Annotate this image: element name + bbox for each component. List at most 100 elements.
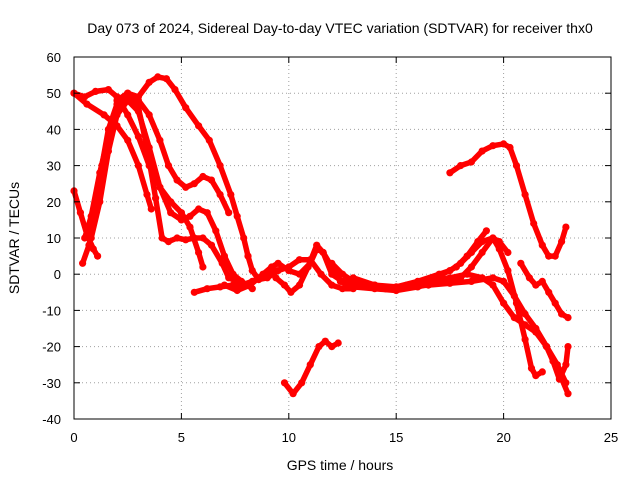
data-point — [227, 191, 235, 199]
data-point — [280, 379, 289, 387]
data-point — [500, 277, 508, 285]
data-point — [564, 343, 572, 351]
data-point — [76, 209, 84, 217]
data-point — [233, 286, 241, 295]
y-tick-label: 50 — [47, 86, 61, 101]
data-point — [124, 111, 132, 119]
data-point — [321, 337, 329, 345]
data-point — [104, 147, 112, 155]
data-point — [124, 136, 132, 144]
series-track-1 — [70, 89, 155, 213]
data-point — [177, 209, 185, 217]
data-point — [205, 136, 213, 144]
data-point — [538, 368, 546, 376]
data-point — [173, 176, 181, 184]
data-point — [306, 361, 314, 369]
data-point — [229, 270, 237, 278]
data-point — [134, 107, 142, 115]
data-point — [145, 78, 153, 86]
y-tick-label: 40 — [47, 122, 61, 137]
series-track-6 — [87, 96, 256, 293]
data-point — [446, 279, 454, 287]
data-point — [338, 277, 347, 285]
data-point — [244, 252, 252, 260]
data-point — [164, 162, 173, 170]
data-point — [545, 288, 553, 296]
data-point — [225, 209, 233, 217]
data-point — [268, 263, 276, 271]
data-point — [478, 274, 486, 282]
axis-ticks: 0 5 10 15 20 25 -40 -30 -20 -10 0 10 20 30 40 50 60 — [42, 50, 618, 445]
data-point — [162, 75, 170, 83]
data-point — [381, 285, 390, 293]
data-point — [521, 335, 529, 343]
chart-title: Day 073 of 2024, Sidereal Day-to-day VTE… — [87, 20, 593, 36]
data-point — [504, 248, 512, 257]
data-point — [467, 248, 475, 257]
data-point — [500, 299, 508, 307]
data-point — [199, 234, 207, 242]
data-point — [182, 236, 190, 244]
data-point — [517, 259, 525, 267]
data-point — [81, 234, 89, 242]
x-tick-label: 25 — [604, 430, 618, 445]
data-point — [199, 263, 207, 271]
series-track-5 — [81, 93, 233, 242]
data-point — [83, 100, 91, 108]
data-point — [532, 324, 540, 333]
data-point — [186, 223, 194, 231]
data-point — [167, 209, 175, 217]
data-point — [295, 256, 304, 264]
data-point — [104, 86, 112, 94]
data-point — [203, 285, 211, 293]
data-point — [298, 379, 306, 387]
data-point — [538, 241, 546, 249]
data-point — [113, 96, 121, 104]
data-point — [156, 136, 164, 144]
data-point — [272, 274, 280, 282]
data-point — [446, 169, 454, 177]
data-point — [478, 248, 486, 257]
x-axis-label: GPS time / hours — [287, 457, 394, 473]
data-point — [457, 162, 465, 170]
data-point — [564, 390, 572, 398]
data-point — [530, 219, 538, 228]
data-point — [504, 267, 512, 275]
data-point — [562, 361, 570, 369]
data-point — [134, 133, 142, 141]
data-point — [124, 96, 132, 104]
series-track-15 — [446, 140, 570, 260]
data-point — [424, 277, 432, 285]
y-axis-label: SDTVAR / TECUs — [6, 182, 22, 294]
data-point — [285, 267, 293, 275]
data-point — [549, 357, 557, 365]
data-point — [328, 270, 336, 278]
data-point — [182, 183, 190, 191]
data-point — [280, 281, 289, 289]
data-point — [240, 234, 248, 242]
data-point — [551, 299, 559, 307]
x-tick-label: 15 — [389, 430, 403, 445]
data-series — [70, 73, 572, 398]
data-point — [195, 122, 203, 130]
data-point — [562, 223, 570, 231]
data-point — [551, 252, 559, 260]
x-tick-label: 5 — [178, 430, 185, 445]
x-tick-label: 20 — [496, 430, 510, 445]
data-point — [510, 314, 518, 322]
data-point — [328, 259, 336, 267]
data-point — [446, 274, 454, 282]
data-point — [216, 162, 224, 170]
data-point — [467, 277, 475, 285]
data-point — [124, 89, 132, 97]
y-tick-label: 20 — [47, 195, 61, 210]
data-point — [555, 375, 564, 383]
data-point — [85, 241, 93, 249]
data-point — [489, 274, 497, 282]
series-track-16 — [517, 259, 572, 322]
data-point — [467, 158, 475, 166]
data-point — [500, 140, 508, 148]
y-tick-label: -20 — [42, 340, 61, 355]
data-point — [512, 162, 521, 170]
data-point — [233, 212, 241, 220]
